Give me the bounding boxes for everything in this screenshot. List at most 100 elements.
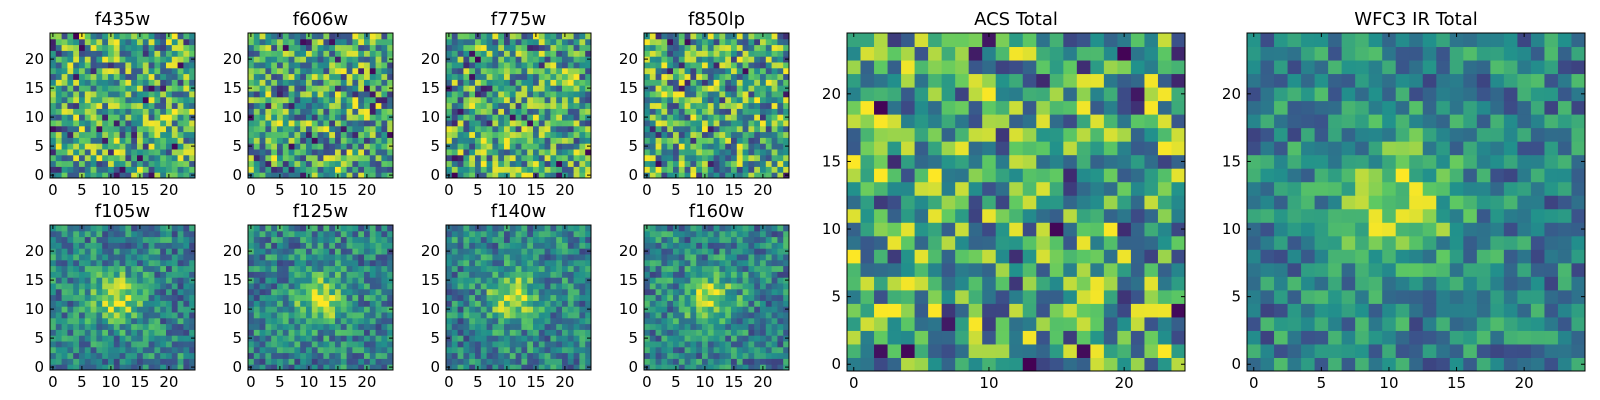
heatmap-cell (96, 131, 103, 138)
y-tick-label: 10 (25, 300, 44, 318)
heatmap-cell (277, 85, 284, 92)
heatmap-cell (329, 91, 336, 98)
heatmap-cell (567, 294, 575, 301)
heatmap-cell (171, 172, 179, 179)
heatmap-cell (655, 352, 662, 359)
heatmap-cell (515, 125, 522, 133)
heatmap-cell (696, 143, 703, 150)
heatmap-cell (579, 225, 586, 232)
heatmap-cell (725, 364, 732, 371)
heatmap-cell (644, 346, 651, 354)
heatmap-cell (119, 50, 126, 57)
heatmap-cell (358, 242, 365, 249)
heatmap-cell (731, 294, 738, 301)
heatmap-cell (108, 44, 115, 51)
heatmap-cell (673, 160, 680, 167)
heatmap-cell (725, 323, 732, 330)
heatmap-cell (550, 358, 557, 365)
y-tick-label: 15 (25, 271, 44, 289)
heatmap-cell (748, 85, 755, 92)
heatmap-cell (446, 131, 453, 138)
axes-frame (49, 32, 196, 179)
heatmap-cell (306, 312, 313, 319)
heatmap-cell (50, 329, 57, 336)
heatmap-cell (550, 38, 557, 46)
heatmap-cell (678, 149, 686, 156)
heatmap-cell (690, 160, 697, 167)
heatmap-cell (509, 294, 517, 301)
heatmap-cell (567, 254, 575, 261)
heatmap-cell (55, 242, 63, 249)
heatmap-cell (678, 108, 686, 115)
heatmap-cell (649, 335, 657, 342)
heatmap-cell (277, 50, 284, 57)
heatmap-cell (102, 79, 109, 86)
heatmap-cell (579, 277, 586, 284)
heatmap-cell (84, 306, 92, 313)
heatmap-cell (183, 352, 190, 359)
heatmap-cell (271, 143, 278, 150)
heatmap-cell (544, 85, 551, 92)
axes-frame (247, 224, 394, 371)
heatmap-cell (579, 102, 586, 109)
heatmap-cell (736, 62, 744, 69)
heatmap-cell (585, 137, 592, 144)
heatmap-cell (306, 248, 313, 255)
heatmap-cell (352, 62, 359, 69)
heatmap-cell (527, 67, 534, 75)
heatmap-cell (102, 67, 109, 75)
heatmap-cell (446, 254, 453, 261)
heatmap-cell (67, 300, 74, 307)
heatmap-cell (509, 154, 517, 162)
heatmap-cell (661, 160, 668, 167)
heatmap-cell (469, 346, 476, 354)
heatmap-cell (771, 312, 778, 319)
heatmap-cell (183, 242, 190, 249)
heatmap-cell (375, 225, 382, 232)
heatmap-cell (667, 73, 674, 80)
heatmap-cell (492, 102, 499, 109)
heatmap-cell (457, 323, 464, 330)
heatmap-cell (504, 50, 511, 57)
heatmap-cell (667, 312, 674, 319)
heatmap-cell (364, 91, 371, 98)
heatmap-cell (119, 137, 126, 144)
heatmap-cell (148, 277, 155, 284)
heatmap-cell (777, 300, 784, 307)
heatmap-cell (282, 114, 290, 121)
heatmap-cell (556, 149, 563, 156)
heatmap-cell (742, 79, 749, 86)
heatmap-cell (480, 335, 488, 342)
heatmap-cell (562, 300, 569, 307)
heatmap-cell (125, 56, 132, 63)
heatmap-cell (446, 358, 453, 365)
heatmap-cell (509, 259, 517, 267)
heatmap-cell (375, 277, 382, 284)
heatmap-cell (55, 335, 63, 342)
heatmap-cell (142, 44, 150, 51)
heatmap-cell (644, 300, 651, 307)
heatmap-cell (702, 102, 709, 109)
heatmap-cell (492, 283, 499, 290)
heatmap-cell (678, 79, 686, 86)
heatmap-cell (288, 259, 295, 267)
heatmap-cell (567, 137, 575, 144)
heatmap-cell (317, 44, 324, 51)
heatmap-cell (96, 172, 103, 179)
heatmap-cell (61, 102, 68, 109)
heatmap-cell (562, 56, 569, 63)
heatmap-cell (696, 294, 703, 301)
heatmap-cell (375, 96, 382, 104)
heatmap-cell (125, 248, 132, 255)
heatmap-cell (725, 137, 732, 144)
heatmap-cell (358, 50, 365, 57)
heatmap-cell (311, 271, 319, 278)
heatmap-cell (475, 306, 482, 313)
heatmap-cell (486, 352, 493, 359)
heatmap-cell (655, 312, 662, 319)
heatmap-cell (119, 56, 126, 63)
heatmap-cell (369, 364, 377, 371)
heatmap-cell (719, 114, 726, 121)
y-tick-label: 5 (232, 137, 242, 155)
heatmap-cell (300, 288, 307, 296)
